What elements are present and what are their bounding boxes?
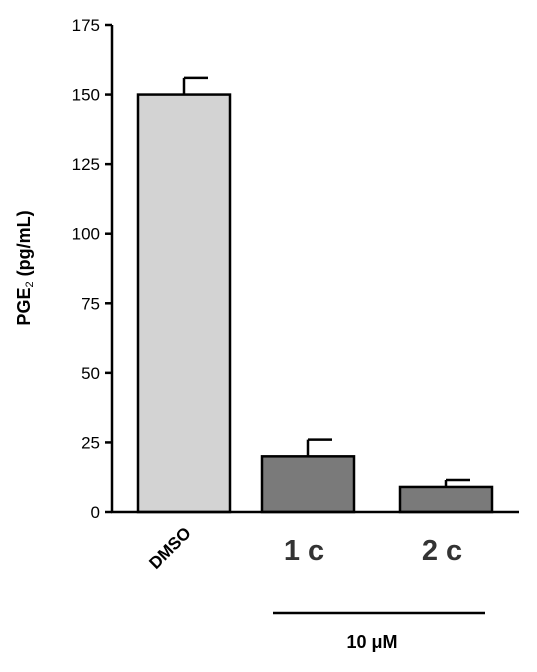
bar-2 bbox=[398, 485, 494, 514]
bar-1 bbox=[260, 455, 356, 514]
error-bars bbox=[182, 76, 470, 487]
group-label: 10 μM bbox=[346, 632, 397, 652]
y-tick-label: 100 bbox=[72, 225, 100, 244]
bar-0 bbox=[136, 93, 232, 514]
x-tick-label-1: 1 c bbox=[284, 535, 324, 567]
y-tick-label: 150 bbox=[72, 86, 100, 105]
y-axis-title: PGE2 (pg/mL) bbox=[14, 210, 36, 325]
y-tick-label: 0 bbox=[91, 503, 100, 522]
y-tick-label: 125 bbox=[72, 155, 100, 174]
y-tick-label: 25 bbox=[81, 433, 100, 452]
bars bbox=[136, 93, 494, 514]
x-axis-labels: DMSO 1 c 2 c bbox=[145, 523, 462, 572]
y-tick-label: 75 bbox=[81, 294, 100, 313]
x-tick-label-0: DMSO bbox=[145, 523, 194, 572]
y-tick-label: 50 bbox=[81, 364, 100, 383]
x-tick-label-2: 2 c bbox=[422, 535, 462, 567]
y-tick-label: 175 bbox=[72, 16, 100, 35]
y-axis-ticks: 0 25 50 75 100 125 150 175 bbox=[72, 16, 112, 522]
